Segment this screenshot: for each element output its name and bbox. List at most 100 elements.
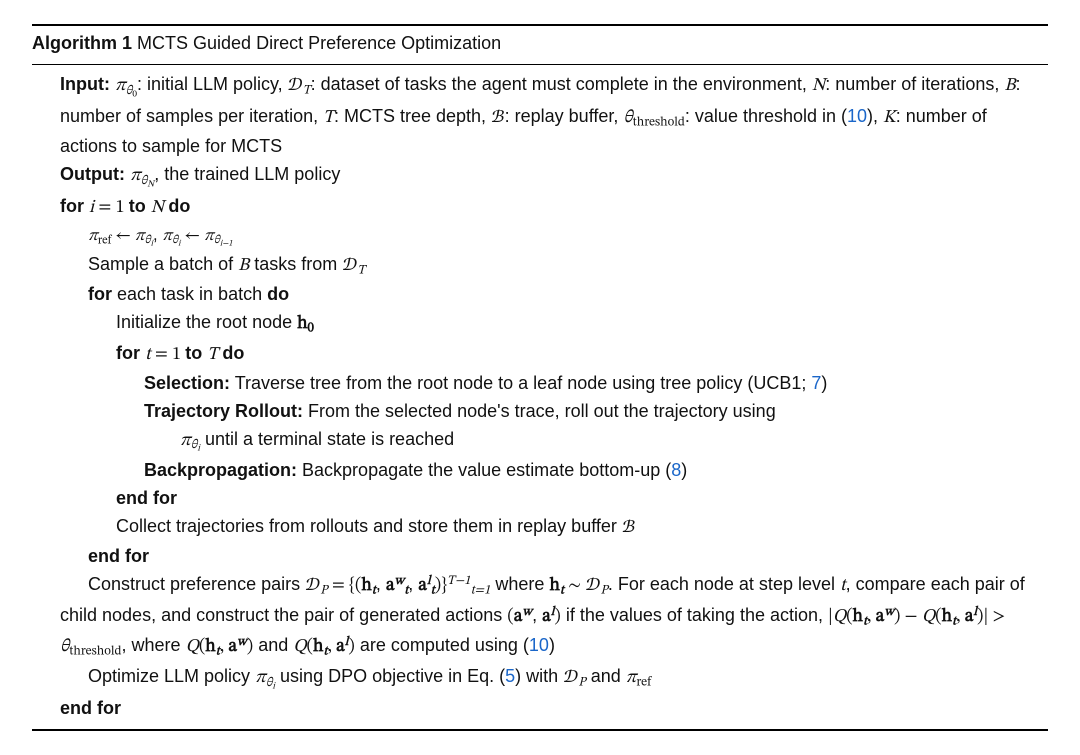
- output-line: Output: πθN, the trained LLM policy: [32, 161, 1048, 193]
- sym-D-T2: 𝒟T: [342, 257, 365, 275]
- sym-pi-ref: πref: [88, 227, 111, 244]
- txt-rollout-b: until a terminal state is reached: [200, 429, 454, 449]
- sym-ht: ht: [361, 577, 375, 595]
- assign-line: πref ← πθi, πθi ← πθi−1: [32, 223, 1048, 251]
- txt-construct-a: Construct preference pairs: [88, 574, 305, 594]
- optimize-line: Optimize LLM policy πθi using DPO object…: [32, 663, 1048, 695]
- ref-10-b[interactable]: 10: [529, 635, 549, 655]
- sym-D-T: 𝒟T: [288, 77, 311, 95]
- sym-T: T: [323, 109, 334, 127]
- ref-5[interactable]: 5: [505, 666, 515, 686]
- sym-D-P3: 𝒟P: [563, 669, 586, 687]
- txt-construct-e: if the values of taking the action,: [561, 605, 828, 625]
- txt-input-e: : MCTS tree depth,: [334, 106, 491, 126]
- sym-D-P2: 𝒟P: [585, 577, 608, 595]
- txt-selection-close: ): [821, 373, 827, 393]
- backprop-line: Backpropagation: Backpropagate the value…: [32, 457, 1048, 485]
- rollout-line-1: Trajectory Rollout: From the selected no…: [32, 398, 1048, 426]
- txt-optimize-d: and: [586, 666, 626, 686]
- kw-selection: Selection:: [144, 373, 230, 393]
- sym-pi-theta0: πθ0: [115, 77, 137, 95]
- endfor-i: end for: [32, 695, 1048, 723]
- c3: ,: [532, 605, 542, 625]
- sym-Bcal: ℬ: [491, 109, 505, 127]
- algorithm-title-text: MCTS Guided Direct Preference Optimizati…: [137, 33, 501, 53]
- kw-do-1: do: [168, 196, 190, 216]
- txt-construct-b: where: [490, 574, 549, 594]
- sym-theta-thresh2: θthreshold: [60, 638, 122, 656]
- algorithm-body: Input: πθ0: initial LLM policy, 𝒟T: data…: [32, 65, 1048, 729]
- selection-line: Selection: Traverse tree from the root n…: [32, 370, 1048, 398]
- txt-optimize-c: ) with: [515, 666, 563, 686]
- kw-rollout: Trajectory Rollout:: [144, 401, 303, 421]
- kw-to-2: to: [185, 343, 202, 363]
- sym-T2: T: [207, 346, 222, 364]
- sample-line: Sample a batch of B tasks from 𝒟T: [32, 251, 1048, 282]
- sym-h0: h0: [297, 315, 314, 333]
- txt-construct-c: . For each node at step level: [608, 574, 840, 594]
- for-task-line: for each task in batch do: [32, 281, 1048, 309]
- kw-output: Output:: [60, 164, 125, 184]
- algorithm-number: Algorithm 1: [32, 33, 132, 53]
- kw-for-1: for: [60, 196, 84, 216]
- sym-atl: alt: [418, 577, 434, 595]
- txt-input-b: : dataset of tasks the agent must comple…: [311, 74, 812, 94]
- ref-8[interactable]: 8: [671, 460, 681, 480]
- kw-for-2: for: [88, 284, 112, 304]
- sym-Q1: Q(ht, aw): [833, 608, 901, 626]
- sym-i: i = 1: [89, 199, 129, 217]
- kw-to-1: to: [129, 196, 146, 216]
- txt-optimize-b: using DPO objective in Eq. (: [275, 666, 505, 686]
- for-i-line: for i = 1 to N do: [32, 193, 1048, 223]
- kw-endfor-2: end for: [88, 546, 149, 566]
- sym-pi-theta-i: πθi: [135, 227, 153, 244]
- sym-Q3: Q(ht, aw): [186, 638, 254, 656]
- txt-input-c: : number of iterations,: [825, 74, 1004, 94]
- txt-input-f: : replay buffer,: [505, 106, 624, 126]
- kw-for-3: for: [116, 343, 140, 363]
- txt-backprop-b: ): [681, 460, 687, 480]
- sym-pi-theta-im1: πθi−1: [204, 227, 233, 244]
- for-t-line: for t = 1 to T do: [32, 340, 1048, 370]
- arrow-1: ←: [111, 227, 134, 244]
- input-line: Input: πθ0: initial LLM policy, 𝒟T: data…: [32, 71, 1048, 161]
- algorithm-title-row: Algorithm 1 MCTS Guided Direct Preferenc…: [32, 26, 1048, 65]
- construct-line: Construct preference pairs 𝒟P = {(ht, aw…: [32, 571, 1048, 663]
- sym-pi-theta-i2: πθi: [162, 227, 180, 244]
- rollout-line-2: πθi until a terminal state is reached: [32, 426, 1048, 458]
- txt-construct-i: ): [549, 635, 555, 655]
- sym-N2: N: [151, 199, 169, 217]
- txt-input-h: ),: [867, 106, 883, 126]
- kw-do-2: do: [267, 284, 289, 304]
- sym-atw: awt: [386, 577, 408, 595]
- sym-D-P: 𝒟P: [305, 577, 328, 595]
- sym-t: t = 1: [145, 346, 185, 364]
- c1: ,: [376, 574, 386, 594]
- txt-each-task: each task in batch: [112, 284, 267, 304]
- endfor-t: end for: [32, 485, 1048, 513]
- txt-construct-f: , where: [122, 635, 186, 655]
- endfor-task: end for: [32, 543, 1048, 571]
- sym-K: K: [883, 109, 896, 127]
- kw-endfor-1: end for: [116, 488, 177, 508]
- txt-construct-g: and: [253, 635, 293, 655]
- sym-pi-theta-i4: πθi: [255, 669, 275, 687]
- minus: −: [900, 608, 921, 626]
- txt-input-a: : initial LLM policy,: [137, 74, 288, 94]
- c2: ,: [408, 574, 418, 594]
- txt-rollout-a: From the selected node's trace, roll out…: [303, 401, 776, 421]
- init-root-line: Initialize the root node h0: [32, 309, 1048, 340]
- kw-backprop: Backpropagation:: [144, 460, 297, 480]
- sym-Q4: Q(ht, al): [293, 638, 355, 656]
- kw-input: Input:: [60, 74, 110, 94]
- ref-7[interactable]: 7: [811, 373, 821, 393]
- txt-sample-b: tasks from: [249, 254, 342, 274]
- ref-10-a[interactable]: 10: [847, 106, 867, 126]
- sym-pi-thetaN: πθN: [130, 167, 154, 185]
- txt-collect: Collect trajectories from rollouts and s…: [116, 516, 622, 536]
- sym-Bcal2: ℬ: [622, 519, 636, 537]
- kw-do-3: do: [222, 343, 244, 363]
- sym-pi-theta-i3: πθi: [180, 432, 200, 450]
- txt-backprop-a: Backpropagate the value estimate bottom-…: [297, 460, 671, 480]
- comma1: ,: [153, 226, 162, 244]
